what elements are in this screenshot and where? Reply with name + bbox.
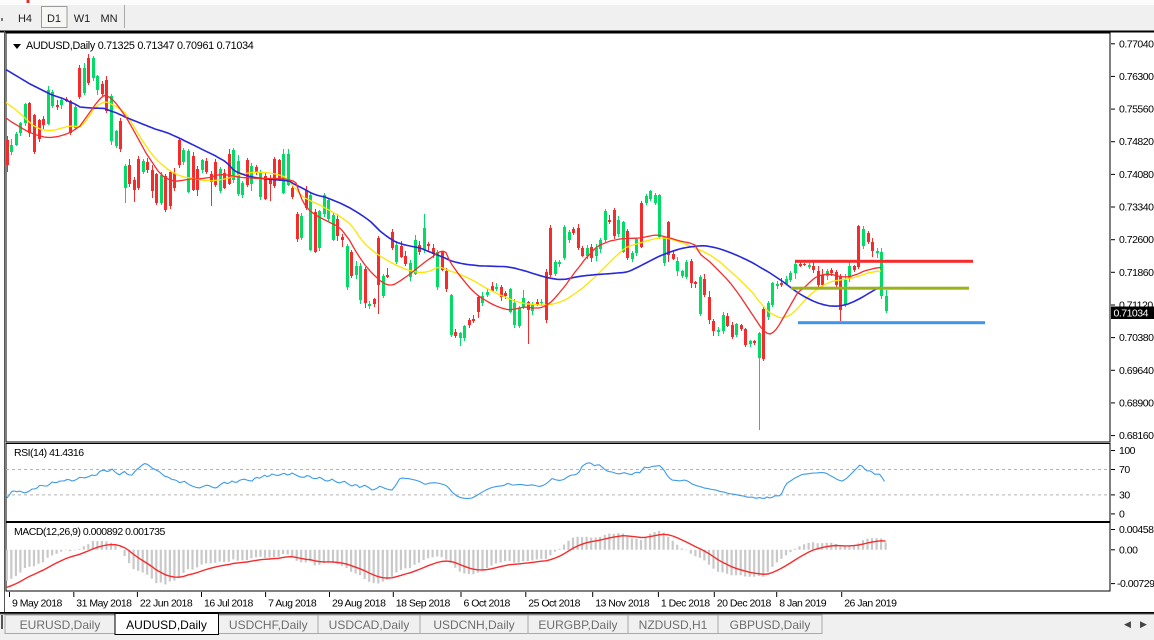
svg-text:16 Jul 2018: 16 Jul 2018 xyxy=(204,598,253,610)
svg-text:0: 0 xyxy=(1119,508,1125,520)
svg-text:6 Oct 2018: 6 Oct 2018 xyxy=(464,598,511,610)
svg-text:0.77040: 0.77040 xyxy=(1119,38,1154,50)
svg-text:100: 100 xyxy=(1119,445,1136,457)
svg-text:8 Jan 2019: 8 Jan 2019 xyxy=(779,598,827,610)
svg-text:◀: ◀ xyxy=(1124,619,1131,629)
svg-text:AUDUSD,Daily: AUDUSD,Daily xyxy=(126,618,207,632)
svg-text:25 Oct 2018: 25 Oct 2018 xyxy=(528,598,580,610)
svg-text:0.68900: 0.68900 xyxy=(1119,397,1154,409)
svg-text:NZDUSD,H1: NZDUSD,H1 xyxy=(639,618,708,632)
svg-text:7 Aug 2018: 7 Aug 2018 xyxy=(268,598,317,610)
svg-text:AUDUSD,Daily 0.71325 0.71347: AUDUSD,Daily 0.71325 0.71347 0.70961 0.7… xyxy=(26,40,254,52)
svg-text:0.00: 0.00 xyxy=(1119,544,1138,556)
svg-text:USDCAD,Daily: USDCAD,Daily xyxy=(329,618,410,632)
svg-text:0.74080: 0.74080 xyxy=(1119,169,1154,181)
svg-text:26 Jan 2019: 26 Jan 2019 xyxy=(844,598,897,610)
svg-text:22 Jun 2018: 22 Jun 2018 xyxy=(140,598,193,610)
svg-text:30: 30 xyxy=(1119,489,1130,501)
svg-text:0.75560: 0.75560 xyxy=(1119,104,1154,116)
svg-text:0.76300: 0.76300 xyxy=(1119,71,1154,83)
svg-text:USDCNH,Daily: USDCNH,Daily xyxy=(433,618,514,632)
svg-text:29 Aug 2018: 29 Aug 2018 xyxy=(332,598,386,610)
svg-text:0.73340: 0.73340 xyxy=(1119,202,1154,214)
svg-text:20 Dec 2018: 20 Dec 2018 xyxy=(717,598,772,610)
svg-text:-0.00729: -0.00729 xyxy=(1117,578,1154,590)
svg-text:EURUSD,Daily: EURUSD,Daily xyxy=(20,618,101,632)
svg-text:13 Nov 2018: 13 Nov 2018 xyxy=(595,598,650,610)
svg-text:0.72600: 0.72600 xyxy=(1119,234,1154,246)
svg-text:70: 70 xyxy=(1119,464,1130,476)
svg-text:0.004583: 0.004583 xyxy=(1119,524,1154,536)
svg-text:0.70380: 0.70380 xyxy=(1119,332,1154,344)
svg-text:USDCHF,Daily: USDCHF,Daily xyxy=(229,618,308,632)
svg-text:RSI(14) 41.4316: RSI(14) 41.4316 xyxy=(14,447,84,459)
svg-text:18 Sep 2018: 18 Sep 2018 xyxy=(396,598,451,610)
svg-text:0.69640: 0.69640 xyxy=(1119,365,1154,377)
svg-text:0.68160: 0.68160 xyxy=(1119,430,1154,442)
svg-text:EURGBP,Daily: EURGBP,Daily xyxy=(538,618,617,632)
svg-text:0.71860: 0.71860 xyxy=(1119,267,1154,279)
svg-text:MN: MN xyxy=(100,13,117,25)
svg-text:9 May 2018: 9 May 2018 xyxy=(12,598,63,610)
svg-text:GBPUSD,Daily: GBPUSD,Daily xyxy=(730,618,811,632)
svg-text:0.74820: 0.74820 xyxy=(1119,136,1154,148)
svg-text:H4: H4 xyxy=(18,13,32,25)
svg-text:1 Dec 2018: 1 Dec 2018 xyxy=(661,598,710,610)
svg-text:0.71034: 0.71034 xyxy=(1114,308,1149,320)
svg-text:31 May 2018: 31 May 2018 xyxy=(76,598,132,610)
svg-text:W1: W1 xyxy=(74,13,91,25)
svg-text:▶: ▶ xyxy=(1140,619,1147,629)
svg-text:MACD(12,26,9) 0.000892 0.00173: MACD(12,26,9) 0.000892 0.001735 xyxy=(14,526,166,538)
svg-text:D1: D1 xyxy=(47,13,61,25)
